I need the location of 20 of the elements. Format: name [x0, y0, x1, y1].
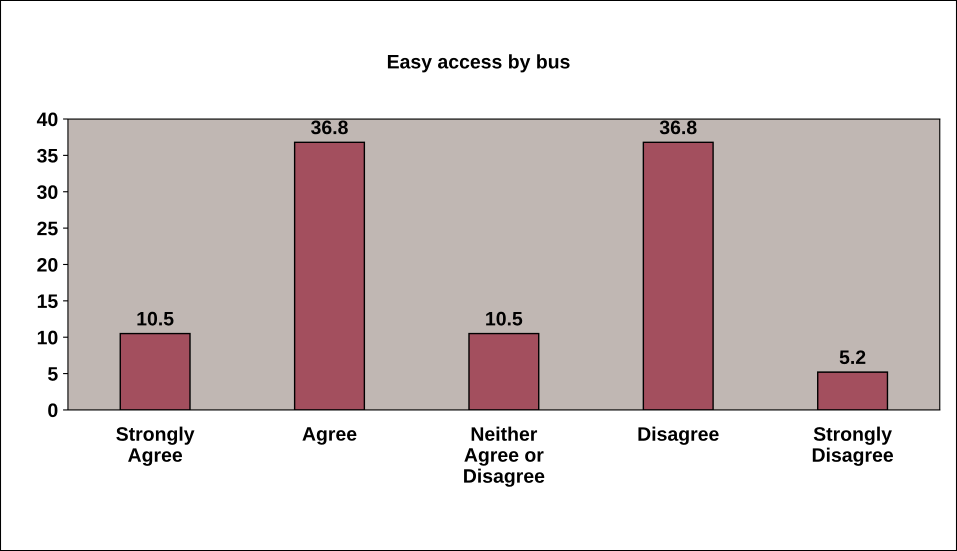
y-tick-label: 5 [48, 367, 58, 381]
data-label: 10.5 [486, 312, 522, 326]
x-tick-label: Strongly Agree [116, 426, 194, 466]
x-tick-label: Agree [302, 427, 356, 445]
y-tick-label: 15 [38, 294, 58, 308]
y-tick-label: 30 [37, 185, 58, 200]
x-tick-label: Strongly Disagree [812, 426, 894, 466]
y-tick-label: 40 [36, 112, 58, 126]
chart-title: Easy access by bus [388, 54, 570, 72]
data-label: 5.2 [840, 350, 866, 364]
data-label: 36.8 [660, 120, 697, 134]
x-tick-label: Neither Agree or Disagree [464, 426, 544, 487]
data-label: 10.5 [137, 312, 174, 326]
y-tick-label: 20 [37, 258, 58, 272]
data-label: 36.8 [311, 120, 348, 134]
y-tick-label: 0 [48, 403, 58, 418]
y-tick-label: 10 [38, 330, 58, 344]
y-tick-label: 35 [37, 148, 58, 163]
x-tick-label: Disagree [638, 426, 719, 445]
y-tick-label: 25 [37, 222, 58, 236]
